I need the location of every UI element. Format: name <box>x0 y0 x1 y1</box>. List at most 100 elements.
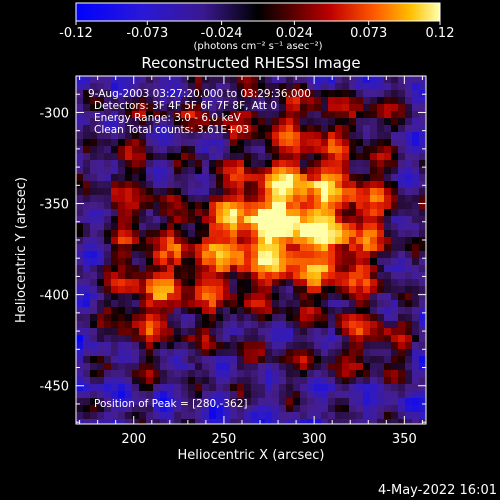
heatmap-cell <box>139 132 147 140</box>
heatmap-cell <box>377 419 385 424</box>
heatmap-cell <box>272 181 280 189</box>
heatmap-cell <box>132 167 140 175</box>
heatmap-cell <box>90 419 98 424</box>
heatmap-cell <box>237 335 245 343</box>
heatmap-cell <box>412 125 420 133</box>
heatmap-cell <box>265 153 273 161</box>
heatmap-cell <box>195 146 203 154</box>
heatmap-cell <box>419 146 426 154</box>
heatmap-cell <box>125 279 133 287</box>
heatmap-cell <box>342 251 350 259</box>
heatmap-cell <box>181 265 189 273</box>
heatmap-cell <box>258 223 266 231</box>
heatmap-cell <box>328 258 336 266</box>
heatmap-cell <box>202 370 210 378</box>
heatmap-cell <box>209 265 217 273</box>
heatmap-cell <box>188 83 196 91</box>
heatmap-cell <box>237 97 245 105</box>
heatmap-cell <box>237 146 245 154</box>
heatmap-cell <box>258 90 266 98</box>
heatmap-cell <box>342 391 350 399</box>
heatmap-cell <box>258 405 266 413</box>
heatmap-cell <box>223 90 231 98</box>
heatmap-cell <box>83 209 91 217</box>
heatmap-cell <box>314 188 322 196</box>
heatmap-cell <box>258 251 266 259</box>
heatmap-cell <box>258 384 266 392</box>
heatmap-cell <box>356 195 364 203</box>
heatmap-cell <box>153 391 161 399</box>
heatmap-cell <box>356 104 364 112</box>
heatmap-cell <box>237 174 245 182</box>
heatmap-cell <box>195 111 203 119</box>
heatmap-cell <box>328 314 336 322</box>
heatmap-cell <box>384 419 392 424</box>
heatmap-cell <box>223 139 231 147</box>
heatmap-cell <box>251 370 259 378</box>
colorbar-tick-label: 0.12 <box>426 26 455 41</box>
heatmap-cell <box>356 258 364 266</box>
heatmap-cell <box>258 125 266 133</box>
heatmap-cell <box>132 174 140 182</box>
heatmap-cell <box>377 391 385 399</box>
heatmap-cell <box>230 258 238 266</box>
heatmap-cell <box>237 342 245 350</box>
heatmap-cell <box>167 279 175 287</box>
heatmap-cell <box>391 139 399 147</box>
heatmap-cell <box>244 90 252 98</box>
heatmap-cell <box>223 223 231 231</box>
heatmap-cell <box>258 160 266 168</box>
heatmap-cell <box>412 167 420 175</box>
heatmap-cell <box>272 223 280 231</box>
heatmap-cell <box>90 272 98 280</box>
heatmap-cell <box>244 125 252 133</box>
heatmap-cell <box>188 195 196 203</box>
heatmap-cell <box>300 174 308 182</box>
heatmap-cell <box>90 391 98 399</box>
heatmap-cell <box>90 363 98 371</box>
heatmap-cell <box>90 321 98 329</box>
heatmap-cell <box>251 209 259 217</box>
heatmap-cell <box>377 349 385 357</box>
heatmap-cell <box>139 160 147 168</box>
heatmap-cell <box>167 195 175 203</box>
heatmap-cell <box>195 209 203 217</box>
heatmap-cell <box>265 300 273 308</box>
heatmap-cell <box>314 153 322 161</box>
heatmap-cell <box>279 335 287 343</box>
heatmap-cell <box>244 272 252 280</box>
heatmap-cell <box>160 265 168 273</box>
heatmap-cell <box>384 293 392 301</box>
heatmap-cell <box>83 349 91 357</box>
heatmap-cell <box>132 111 140 119</box>
heatmap-cell <box>125 258 133 266</box>
heatmap-cell <box>391 272 399 280</box>
heatmap-cell <box>97 279 105 287</box>
heatmap-cell <box>300 384 308 392</box>
heatmap-cell <box>384 195 392 203</box>
heatmap-cell <box>209 258 217 266</box>
heatmap-cell <box>188 279 196 287</box>
heatmap-cell <box>279 300 287 308</box>
heatmap-cell <box>104 97 112 105</box>
heatmap-cell <box>202 188 210 196</box>
heatmap-cell <box>321 195 329 203</box>
heatmap-cell <box>125 349 133 357</box>
heatmap-cell <box>300 321 308 329</box>
heatmap-cell <box>125 139 133 147</box>
heatmap-cell <box>230 90 238 98</box>
heatmap-cell <box>286 209 294 217</box>
heatmap-cell <box>279 181 287 189</box>
heatmap-cell <box>412 97 420 105</box>
heatmap-cell <box>202 412 210 420</box>
heatmap-cell <box>293 139 301 147</box>
heatmap-cell <box>279 111 287 119</box>
heatmap-cell <box>132 370 140 378</box>
heatmap-cell <box>139 111 147 119</box>
heatmap-cell <box>76 349 84 357</box>
heatmap-cell <box>188 125 196 133</box>
heatmap-cell <box>181 76 189 84</box>
heatmap-cell <box>167 314 175 322</box>
heatmap-cell <box>405 223 413 231</box>
heatmap-cell <box>279 307 287 315</box>
